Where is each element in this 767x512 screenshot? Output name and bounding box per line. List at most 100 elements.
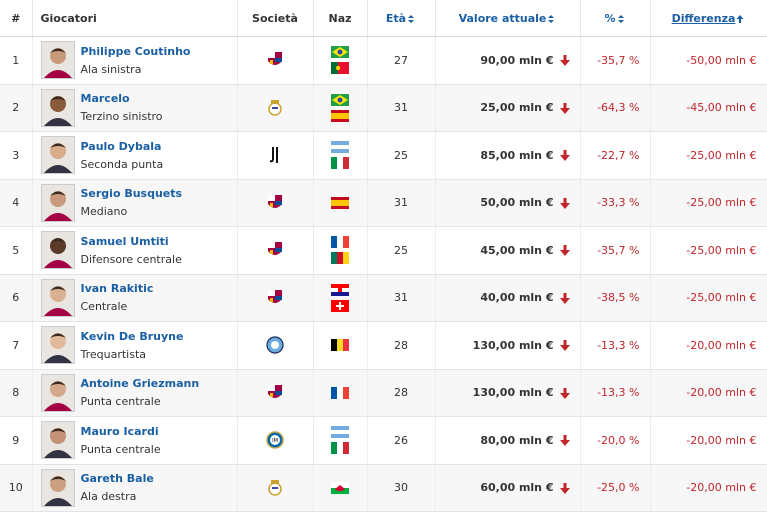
age: 31 <box>367 84 436 132</box>
flag <box>331 93 349 106</box>
market-value: 80,00 mln € <box>480 433 554 447</box>
player-text: Sergio Busquets Mediano <box>81 187 183 218</box>
player-name[interactable]: Paulo Dybala <box>80 139 162 153</box>
player-cell: Gareth Bale Ala destra <box>32 464 238 512</box>
player: Gareth Bale Ala destra <box>33 468 237 507</box>
rank: 6 <box>0 274 33 322</box>
player-row: 2 Marcelo Terzino sinistro 31 25,00 mln € -64… <box>0 84 767 132</box>
market-value-cell: 90,00 mln € <box>435 36 581 85</box>
market-value: 130,00 mln € <box>472 386 554 400</box>
player-name[interactable]: Samuel Umtiti <box>80 234 169 248</box>
flag <box>331 481 349 494</box>
player-position: Terzino sinistro <box>80 110 163 124</box>
club-cell <box>237 464 314 512</box>
percent-change: -35,7 % <box>580 226 651 275</box>
header-text: Valore attuale <box>458 11 547 25</box>
club-logo <box>268 52 282 66</box>
club-logo <box>268 194 282 208</box>
player-row: 1 Philippe Coutinho Ala sinistra 27 90,00 ml… <box>0 36 767 85</box>
market-value: 130,00 mln € <box>472 338 554 352</box>
club-logo <box>268 289 282 303</box>
header-text: # <box>11 11 21 25</box>
player-name[interactable]: Ivan Rakitic <box>80 282 154 296</box>
value-difference: -45,00 mln € <box>650 84 767 132</box>
player-name[interactable]: Gareth Bale <box>80 472 154 486</box>
player-cell: Philippe Coutinho Ala sinistra <box>32 36 238 85</box>
flag <box>331 252 349 265</box>
down-arrow <box>559 292 570 304</box>
player-text: Paulo Dybala Seconda punta <box>81 140 164 171</box>
rank: 1 <box>0 36 33 85</box>
column-header: # <box>0 0 33 37</box>
rank: 2 <box>0 84 33 132</box>
player-photo <box>40 468 75 507</box>
player: Paulo Dybala Seconda punta <box>33 136 237 175</box>
age: 28 <box>367 369 436 417</box>
player-cell: Kevin De Bruyne Trequartista <box>32 321 238 370</box>
player-photo <box>40 278 75 317</box>
nationality-cell <box>313 226 368 275</box>
header-text: Differenza <box>671 11 736 25</box>
market-value: 40,00 mln € <box>480 291 554 305</box>
player-text: Kevin De Bruyne Trequartista <box>81 330 184 361</box>
player: Mauro Icardi Punta centrale <box>33 421 237 460</box>
percent-change: -64,3 % <box>580 84 651 132</box>
flag <box>331 157 349 170</box>
flag <box>331 283 349 296</box>
player-text: Antoine Griezmann Punta centrale <box>81 377 200 408</box>
player-photo <box>40 421 75 460</box>
nationality-cell <box>313 131 368 180</box>
percent-change: -22,7 % <box>580 131 651 180</box>
value-difference: -25,00 mln € <box>650 274 767 322</box>
player-text: Philippe Coutinho Ala sinistra <box>81 45 191 76</box>
value-difference: -20,00 mln € <box>650 416 767 465</box>
player-name[interactable]: Kevin De Bruyne <box>80 329 184 343</box>
player-row: 8 Antoine Griezmann Punta centrale 28 130,00… <box>0 369 767 417</box>
flag <box>331 196 349 209</box>
market-value-cell: 50,00 mln € <box>435 179 581 227</box>
down-arrow <box>559 435 570 447</box>
player-name[interactable]: Sergio Busquets <box>80 187 183 201</box>
flag <box>331 46 349 59</box>
player-name[interactable]: Antoine Griezmann <box>80 377 200 391</box>
value-difference: -20,00 mln € <box>650 464 767 512</box>
flag <box>331 62 349 75</box>
player: Antoine Griezmann Punta centrale <box>33 373 237 412</box>
player-name[interactable]: Marcelo <box>80 92 130 106</box>
club-logo <box>268 242 282 256</box>
nationality-cell <box>313 464 368 512</box>
rank: 5 <box>0 226 33 275</box>
rank: 10 <box>0 464 33 512</box>
age: 26 <box>367 416 436 465</box>
player-name[interactable]: Philippe Coutinho <box>80 44 191 58</box>
age: 25 <box>367 131 436 180</box>
value-difference: -20,00 mln € <box>650 321 767 370</box>
flag <box>331 141 349 154</box>
sort-icon <box>548 14 555 23</box>
nationality-cell <box>313 36 368 85</box>
player: Ivan Rakitic Centrale <box>33 278 237 317</box>
column-header[interactable]: Differenza <box>650 0 767 37</box>
market-value: 45,00 mln € <box>480 243 554 257</box>
player-name[interactable]: Mauro Icardi <box>80 424 159 438</box>
flags <box>314 283 367 312</box>
player-text: Marcelo Terzino sinistro <box>81 92 163 123</box>
value-difference: -25,00 mln € <box>650 131 767 180</box>
player-row: 4 Sergio Busquets Mediano 31 50,00 mln € -33,… <box>0 179 767 227</box>
market-value: 60,00 mln € <box>480 481 554 495</box>
percent-change: -38,5 % <box>580 274 651 322</box>
player-row: 5 Samuel Umtiti Difensore centrale 25 45,00 … <box>0 226 767 275</box>
player-row: 9 Mauro Icardi Punta centrale IM 26 80,00 mln… <box>0 416 767 465</box>
player: Philippe Coutinho Ala sinistra <box>33 41 237 80</box>
club-logo: IM <box>266 431 284 449</box>
player-position: Ala sinistra <box>80 62 142 76</box>
column-header[interactable]: Valore attuale <box>435 0 581 37</box>
percent-change: -20,0 % <box>580 416 651 465</box>
column-header[interactable]: % <box>580 0 651 37</box>
club-cell <box>237 179 314 227</box>
column-header[interactable]: Età <box>367 0 436 37</box>
market-value-cell: 85,00 mln € <box>435 131 581 180</box>
age: 30 <box>367 464 436 512</box>
down-arrow <box>559 150 570 162</box>
